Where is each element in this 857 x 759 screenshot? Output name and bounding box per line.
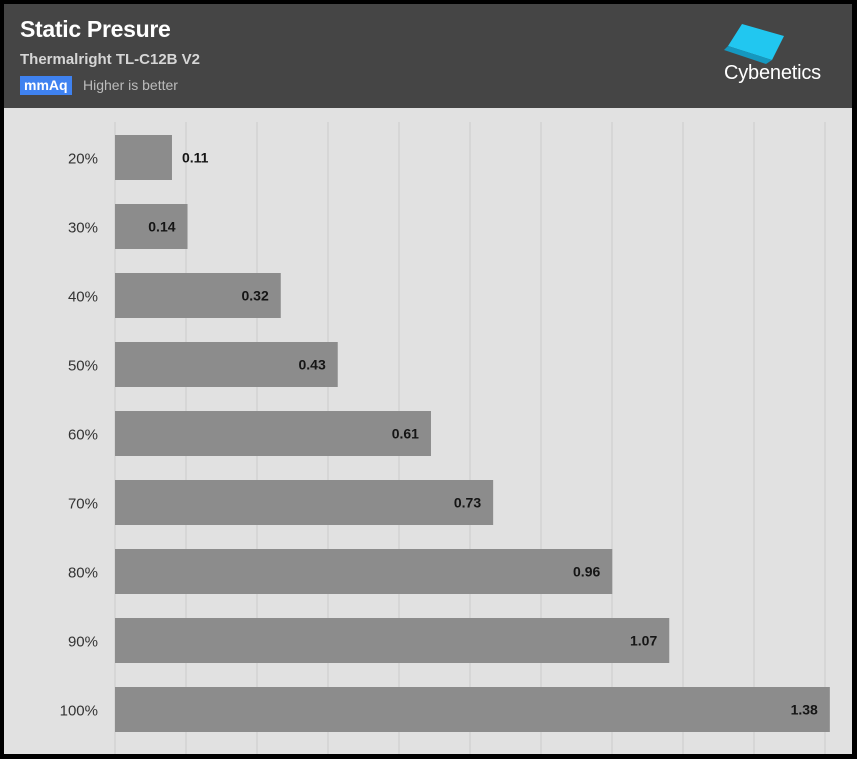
chart-title: Static Presure [20, 16, 171, 42]
bar-70pct [115, 480, 494, 525]
value-label: 0.43 [298, 357, 325, 373]
bar-50pct [115, 342, 338, 387]
bar-chart: 20% 30% 40% 50% 60% 70% 80% 90% 100% 0.11 0.14 0.3… [60, 122, 830, 754]
bar-20pct [115, 135, 172, 180]
value-labels: 0.11 0.14 0.32 0.43 0.61 0.73 0.96 1.07 1.38 [148, 150, 818, 718]
category-label: 60% [68, 427, 98, 444]
category-label: 30% [68, 220, 98, 237]
brand-name: Cybenetics [724, 62, 821, 84]
chart-frame: Static Presure Thermalright TL-C12B V2 m… [4, 4, 852, 754]
bar-90pct [115, 618, 670, 663]
category-label: 80% [68, 565, 98, 582]
value-label: 0.61 [392, 426, 419, 442]
chart-subtitle: Thermalright TL-C12B V2 [20, 51, 201, 68]
value-label: 1.38 [791, 702, 818, 718]
value-label: 0.73 [454, 495, 481, 511]
category-label: 20% [68, 151, 98, 168]
value-label: 1.07 [630, 633, 657, 649]
bar-40pct [115, 273, 281, 318]
category-label: 70% [68, 496, 98, 513]
category-labels: 20% 30% 40% 50% 60% 70% 80% 90% 100% [60, 151, 98, 720]
higher-is-better-note: Higher is better [83, 77, 178, 93]
bars [115, 135, 830, 732]
value-label: 0.14 [148, 219, 175, 235]
unit-badge: mmAq [20, 76, 72, 95]
cybenetics-logo-icon [724, 24, 784, 64]
category-label: 40% [68, 289, 98, 306]
bar-100pct [115, 687, 830, 732]
category-label: 100% [60, 703, 98, 720]
value-label: 0.11 [182, 150, 209, 166]
category-label: 90% [68, 634, 98, 651]
bar-80pct [115, 549, 613, 594]
bar-30pct [115, 204, 188, 249]
value-label: 0.32 [242, 288, 269, 304]
bar-60pct [115, 411, 431, 456]
category-label: 50% [68, 358, 98, 375]
chart-header: Static Presure Thermalright TL-C12B V2 m… [4, 4, 852, 108]
value-label: 0.96 [573, 564, 600, 580]
